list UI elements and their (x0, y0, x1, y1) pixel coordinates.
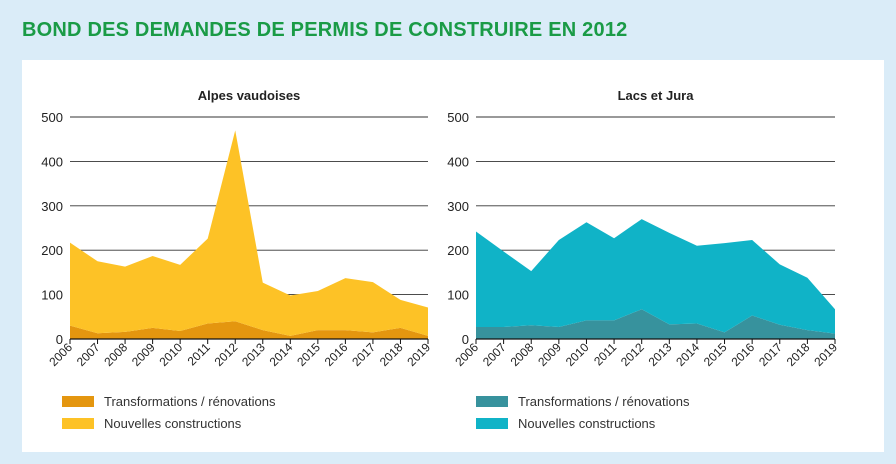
legend-item-renovations: Transformations / rénovations (476, 390, 689, 412)
x-tick-label-alpes-vaudoises-2006: 2006 (46, 340, 75, 369)
x-tick-label-lacs-et-jura-2009: 2009 (535, 340, 564, 369)
y-tick-label-alpes-vaudoises-300: 300 (41, 199, 63, 214)
x-tick-label-alpes-vaudoises-2008: 2008 (101, 340, 130, 369)
y-tick-label-alpes-vaudoises-400: 400 (41, 154, 63, 169)
x-tick-label-lacs-et-jura-2019: 2019 (811, 340, 840, 369)
x-tick-label-alpes-vaudoises-2011: 2011 (185, 340, 213, 368)
area-lacs-et-jura-transformations-renovations (476, 309, 835, 339)
x-tick-label-lacs-et-jura-2014: 2014 (673, 340, 702, 369)
y-tick-label-lacs-et-jura-500: 500 (447, 110, 469, 125)
y-tick-label-lacs-et-jura-100: 100 (447, 288, 469, 303)
x-tick-label-lacs-et-jura-2013: 2013 (646, 340, 675, 369)
legend-alpes-vaudoises: Transformations / rénovations Nouvelles … (62, 390, 275, 434)
legend-item-nouvelles: Nouvelles constructions (476, 412, 689, 434)
legend-lacs-et-jura: Transformations / rénovations Nouvelles … (476, 390, 689, 434)
x-tick-label-alpes-vaudoises-2007: 2007 (74, 340, 103, 369)
x-tick-label-alpes-vaudoises-2014: 2014 (267, 340, 296, 369)
legend-label-renovations: Transformations / rénovations (518, 393, 690, 409)
x-tick-label-alpes-vaudoises-2016: 2016 (322, 340, 351, 369)
legend-swatch-renovations (62, 395, 94, 407)
x-tick-label-lacs-et-jura-2008: 2008 (508, 340, 537, 369)
x-tick-label-lacs-et-jura-2016: 2016 (728, 340, 757, 369)
x-tick-label-lacs-et-jura-2006: 2006 (452, 340, 481, 369)
y-tick-label-lacs-et-jura-400: 400 (447, 154, 469, 169)
legend-item-renovations: Transformations / rénovations (62, 390, 275, 412)
x-tick-label-alpes-vaudoises-2017: 2017 (349, 340, 378, 369)
x-tick-label-alpes-vaudoises-2013: 2013 (239, 340, 268, 369)
legend-label-renovations: Transformations / rénovations (104, 393, 276, 409)
y-tick-label-lacs-et-jura-300: 300 (447, 199, 469, 214)
x-tick-label-alpes-vaudoises-2019: 2019 (404, 340, 433, 369)
x-tick-label-alpes-vaudoises-2015: 2015 (294, 340, 323, 369)
y-tick-label-alpes-vaudoises-100: 100 (41, 288, 63, 303)
x-tick-label-alpes-vaudoises-2009: 2009 (129, 340, 158, 369)
x-tick-label-alpes-vaudoises-2012: 2012 (212, 340, 241, 369)
chart-title-alpes-vaudoises: Alpes vaudoises (198, 88, 301, 103)
x-tick-label-lacs-et-jura-2007: 2007 (480, 340, 509, 369)
area-alpes-vaudoises-transformations-renovations (70, 321, 428, 339)
legend-swatch-nouvelles (62, 417, 94, 429)
x-tick-label-lacs-et-jura-2010: 2010 (563, 340, 592, 369)
y-tick-label-alpes-vaudoises-200: 200 (41, 243, 63, 258)
x-tick-label-lacs-et-jura-2015: 2015 (701, 340, 730, 369)
area-lacs-et-jura-nouvelles-constructions (476, 219, 835, 334)
y-tick-label-alpes-vaudoises-500: 500 (41, 110, 63, 125)
x-tick-label-lacs-et-jura-2018: 2018 (784, 340, 813, 369)
x-tick-label-lacs-et-jura-2011: 2011 (591, 340, 619, 368)
chart-panel: Alpes vaudoises 0 100 200 300 400 500 2006 2007 2… (22, 60, 884, 452)
x-tick-label-lacs-et-jura-2017: 2017 (756, 340, 785, 369)
legend-label-nouvelles: Nouvelles constructions (104, 415, 242, 431)
x-tick-label-alpes-vaudoises-2018: 2018 (377, 340, 406, 369)
y-tick-label-alpes-vaudoises-0: 0 (56, 332, 63, 347)
legend-swatch-renovations (476, 395, 508, 407)
x-tick-label-lacs-et-jura-2012: 2012 (618, 340, 647, 369)
chart-title-lacs-et-jura: Lacs et Jura (618, 88, 695, 103)
x-tick-label-alpes-vaudoises-2010: 2010 (156, 340, 185, 369)
y-tick-label-lacs-et-jura-200: 200 (447, 243, 469, 258)
legend-label-nouvelles: Nouvelles constructions (518, 415, 656, 431)
legend-item-nouvelles: Nouvelles constructions (62, 412, 275, 434)
y-tick-label-lacs-et-jura-0: 0 (462, 332, 469, 347)
area-alpes-vaudoises-nouvelles-constructions (70, 130, 428, 336)
page-title: BOND DES DEMANDES DE PERMIS DE CONSTRUIR… (22, 19, 628, 41)
charts-svg: Alpes vaudoises0100200300400500200620072… (41, 88, 840, 369)
legend-swatch-nouvelles (476, 417, 508, 429)
